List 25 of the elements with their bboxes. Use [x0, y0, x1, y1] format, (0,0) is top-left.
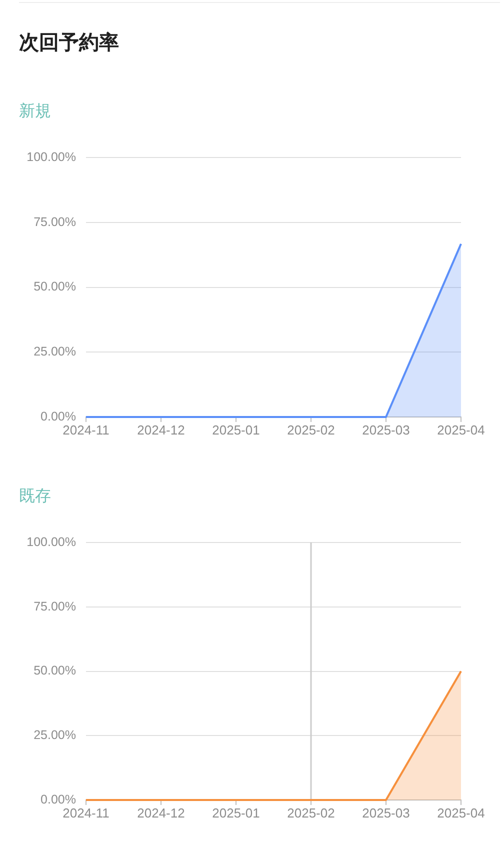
y-tick-label: 25.00% [34, 344, 76, 359]
y-tick-label: 75.00% [34, 599, 76, 614]
y-tick-label: 100.00% [26, 150, 76, 164]
x-tick-label: 2024-11 [62, 422, 110, 438]
chart-subtitle: 新規 [19, 100, 51, 122]
chart-subtitle: 既存 [19, 485, 51, 507]
x-tick-label: 2024-12 [137, 422, 185, 438]
y-tick-label: 50.00% [34, 664, 76, 678]
x-tick-label: 2025-03 [362, 422, 410, 438]
y-tick-label: 75.00% [34, 214, 76, 229]
y-tick-label: 50.00% [34, 280, 76, 294]
x-tick-label: 2024-12 [137, 805, 185, 820]
x-tick-label: 2025-01 [212, 422, 260, 438]
y-tick-label: 25.00% [34, 728, 76, 742]
x-tick-label: 2025-02 [287, 805, 335, 820]
chart-title: 次回予約率 [19, 29, 119, 56]
x-tick-label: 2025-04 [437, 422, 485, 438]
x-tick-label: 2025-01 [212, 805, 260, 820]
x-tick-label: 2025-02 [287, 422, 335, 438]
y-tick-label: 0.00% [40, 409, 76, 424]
x-tick-label: 2025-04 [437, 805, 485, 820]
y-tick-label: 0.00% [40, 792, 76, 806]
x-tick-label: 2025-03 [362, 805, 410, 820]
x-tick-label: 2024-11 [62, 805, 110, 820]
y-tick-label: 100.00% [26, 534, 76, 549]
